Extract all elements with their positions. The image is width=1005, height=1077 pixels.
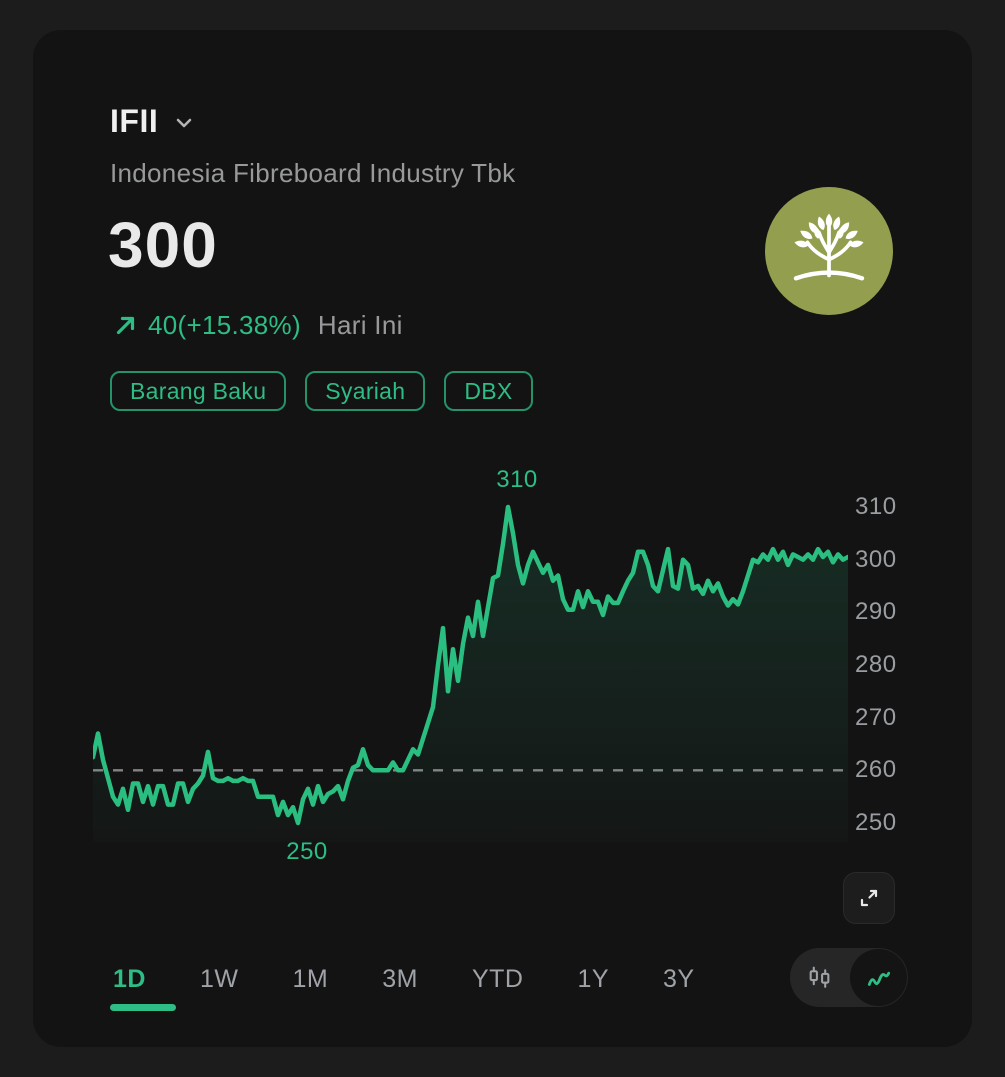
ytick-300: 300 (855, 546, 897, 573)
tab-1y[interactable]: 1Y (577, 965, 610, 993)
chevron-down-icon[interactable] (173, 112, 195, 134)
tag-sector[interactable]: Barang Baku (110, 371, 287, 411)
tag-syariah[interactable]: Syariah (305, 371, 426, 411)
ytick-280: 280 (855, 651, 897, 678)
price-chart[interactable]: 310 250 (93, 450, 848, 900)
tags-row: Barang Baku Syariah DBX (110, 371, 533, 411)
ytick-290: 290 (855, 598, 897, 625)
ticker-symbol: IFII (110, 103, 159, 139)
tab-1w[interactable]: 1W (199, 965, 239, 993)
stock-quote-card: IFII Indonesia Fibreboard Industry Tbk 3… (33, 30, 972, 1047)
line-chart-button[interactable] (850, 949, 907, 1006)
tab-3m[interactable]: 3M (382, 965, 418, 993)
candlestick-chart-button[interactable] (791, 949, 848, 1006)
line-chart-icon (867, 971, 890, 986)
ytick-250: 250 (855, 809, 897, 836)
company-name: Indonesia Fibreboard Industry Tbk (110, 158, 516, 188)
price-change-row: 40(+15.38%) Hari Ini (112, 310, 403, 341)
expand-chart-button[interactable] (843, 872, 895, 924)
chart-type-toggle (790, 948, 908, 1007)
price-line-chart[interactable] (93, 450, 848, 900)
tab-1d[interactable]: 1D (113, 965, 146, 993)
price-change: 40(+15.38%) (148, 310, 301, 340)
arrow-up-right-icon (116, 316, 135, 335)
company-logo (765, 187, 893, 315)
tab-1m[interactable]: 1M (292, 965, 329, 993)
price-line (93, 504, 848, 826)
high-annotation: 310 (496, 466, 538, 493)
candlestick-icon (809, 966, 830, 988)
ytick-260: 260 (855, 756, 897, 783)
tab-3y[interactable]: 3Y (663, 965, 695, 993)
tree-icon (793, 213, 865, 281)
ytick-270: 270 (855, 704, 897, 731)
tag-dbx[interactable]: DBX (444, 371, 533, 411)
ytick-310: 310 (855, 493, 897, 520)
expand-icon (860, 889, 878, 907)
timeframe-tabs: 1D 1W 1M 3M YTD 1Y 3Y (113, 964, 695, 994)
last-price: 300 (108, 209, 218, 281)
tab-ytd[interactable]: YTD (471, 965, 524, 993)
low-annotation: 250 (286, 838, 328, 865)
active-tab-underline (110, 1004, 176, 1011)
ticker-row[interactable]: IFII (110, 102, 195, 140)
change-period-label: Hari Ini (317, 310, 403, 340)
area-fill (93, 507, 848, 842)
